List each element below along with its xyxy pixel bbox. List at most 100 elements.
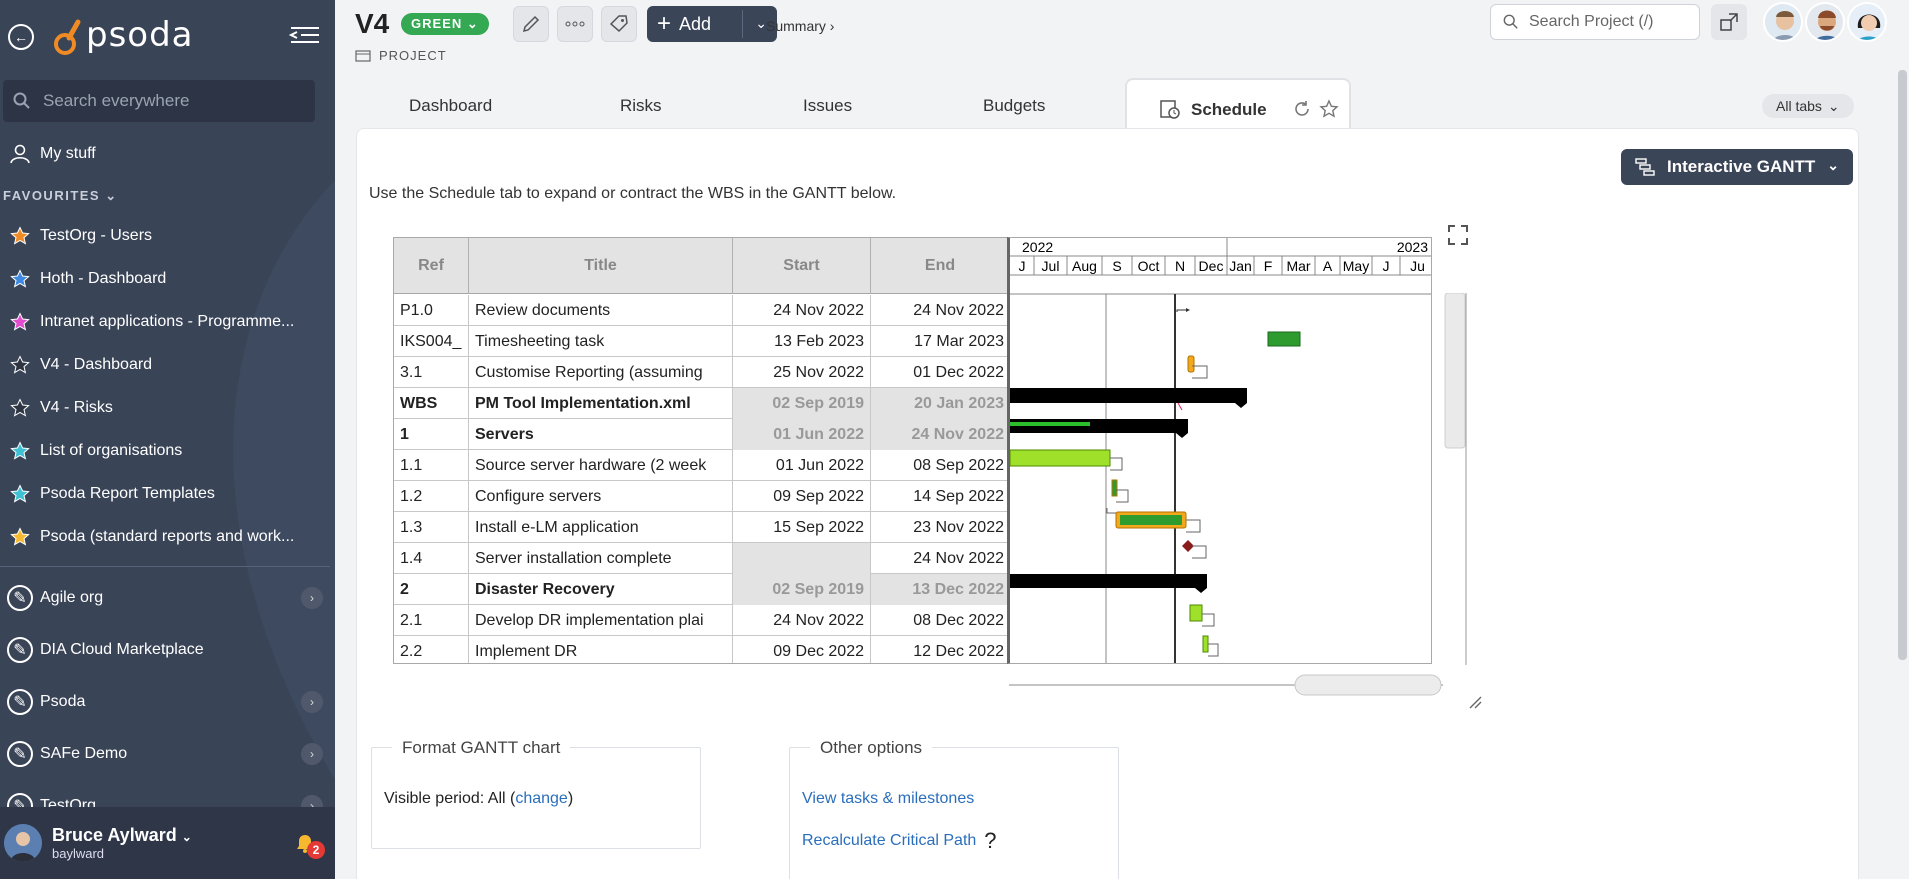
bar-timesheeting (1267, 331, 1301, 347)
view-tasks-milestones-link[interactable]: View tasks & milestones (802, 790, 975, 807)
table-row[interactable]: WBS PM Tool Implementation.xml 02 Sep 2019… (394, 388, 1008, 419)
tag-button[interactable] (601, 6, 637, 42)
organisation-item[interactable]: ✎ DIA Cloud Marketplace (0, 632, 335, 668)
chevron-right-icon[interactable]: › (301, 743, 323, 765)
organisation-item[interactable]: ✎ SAFe Demo › (0, 736, 335, 772)
star-icon (10, 527, 30, 546)
chevron-right-icon[interactable]: › (301, 691, 323, 713)
timeline-month: A (1323, 258, 1333, 274)
tab-schedule[interactable]: Schedule (1125, 78, 1351, 130)
tab-risks[interactable]: Risks (620, 96, 662, 115)
psoda-logo[interactable]: psoda (52, 14, 194, 56)
organisation-item[interactable]: ✎ Psoda › (0, 684, 335, 720)
breadcrumb[interactable]: Summary › (766, 18, 835, 34)
cell-end: 08 Sep 2022 (913, 457, 1004, 474)
cell-start: 02 Sep 2019 (733, 388, 871, 419)
favourite-item[interactable]: Intranet applications - Programme... (0, 304, 335, 340)
column-header-ref[interactable]: Ref (394, 238, 469, 294)
gantt-chart[interactable]: 2022 2023 J Jul Aug S Oct N Dec Jan F Mar A May J Ju (1007, 237, 1432, 664)
change-period-link[interactable]: change (515, 790, 568, 807)
cell-start: 09 Sep 2022 (733, 481, 871, 512)
favourite-item[interactable]: V4 - Risks (0, 390, 335, 426)
table-row[interactable]: IKS004_ Timesheeting task 13 Feb 2023 17 Ma… (394, 326, 1008, 357)
table-row[interactable]: P1.0 Review documents 24 Nov 2022 24 Nov 20… (394, 295, 1008, 326)
table-row[interactable]: 2.1 Develop DR implementation plai 24 Nov … (394, 605, 1008, 636)
column-header-title[interactable]: Title (469, 238, 733, 294)
table-row[interactable]: 3.1 Customise Reporting (assuming 25 Nov 2… (394, 357, 1008, 388)
gantt-icon (1635, 158, 1655, 176)
cell-end: 14 Sep 2022 (913, 488, 1004, 505)
milestone-server-installation (1182, 540, 1194, 552)
timeline-month: Oct (1138, 258, 1160, 274)
table-row[interactable]: 1.4 Server installation complete 24 Nov 20… (394, 543, 1008, 574)
project-icon (355, 49, 371, 62)
table-row[interactable]: 1.1 Source server hardware (2 week 01 Jun … (394, 450, 1008, 481)
status-badge[interactable]: GREEN ⌄ (401, 13, 489, 35)
cell-title: Install e-LM application (469, 512, 733, 543)
help-icon[interactable]: ? (984, 828, 997, 853)
table-row[interactable]: 2 Disaster Recovery 02 Sep 2019 13 Dec 2022 (394, 574, 1008, 605)
all-tabs-dropdown[interactable]: All tabs ⌄ (1762, 94, 1854, 118)
project-search[interactable] (1490, 4, 1700, 40)
user-profile[interactable]: Bruce Aylward ⌄ baylward 2 (0, 807, 335, 879)
gantt-horizontal-scrollbar[interactable] (1009, 673, 1443, 699)
favourite-item[interactable]: V4 - Dashboard (0, 347, 335, 383)
team-avatar-3[interactable] (1847, 2, 1887, 42)
timeline-month: J (1383, 258, 1390, 274)
back-icon[interactable]: ← (8, 24, 34, 50)
gantt-vertical-scrollbar[interactable] (1443, 293, 1467, 665)
page-scrollbar[interactable] (1898, 70, 1907, 660)
more-actions-button[interactable] (557, 6, 593, 42)
add-button[interactable]: + Add ⌄ (647, 6, 777, 42)
other-options-fieldset: Other options View tasks & milestones Re… (789, 738, 1119, 879)
table-row[interactable]: 2.2 Implement DR 09 Dec 2022 12 Dec 2022 (394, 636, 1008, 663)
my-stuff-link[interactable]: My stuff (0, 136, 335, 172)
favourite-item[interactable]: TestOrg - Users (0, 218, 335, 254)
favourites-header[interactable]: FAVOURITES ⌄ (3, 188, 118, 203)
project-search-input[interactable] (1529, 13, 1689, 31)
team-avatar-2[interactable] (1805, 2, 1845, 42)
interactive-gantt-button[interactable]: Interactive GANTT ⌄ (1621, 149, 1853, 185)
tab-dashboard[interactable]: Dashboard (409, 96, 493, 115)
favourite-label: Intranet applications - Programme... (40, 313, 295, 330)
sidebar-search[interactable] (3, 80, 315, 122)
cell-end: 13 Dec 2022 (871, 574, 1008, 605)
chevron-right-icon[interactable]: › (301, 587, 323, 609)
favourite-item[interactable]: List of organisations (0, 433, 335, 469)
table-row[interactable]: 1 Servers 01 Jun 2022 24 Nov 2022 (394, 419, 1008, 450)
table-row[interactable]: 1.2 Configure servers 09 Sep 2022 14 Sep 20… (394, 481, 1008, 512)
star-icon[interactable] (1319, 99, 1339, 119)
tab-budgets[interactable]: Budgets (983, 96, 1046, 115)
column-header-end[interactable]: End (871, 238, 1008, 294)
cell-title: Implement DR (469, 636, 733, 663)
cell-title: Disaster Recovery (469, 574, 733, 605)
cell-ref: IKS004_ (394, 326, 469, 357)
notifications-button[interactable]: 2 (293, 831, 325, 860)
organisation-icon: ✎ (7, 637, 33, 663)
favourite-item[interactable]: Psoda (standard reports and work... (0, 519, 335, 555)
timeline-year: 2023 (1397, 239, 1428, 255)
refresh-icon[interactable] (1293, 100, 1311, 118)
user-icon (10, 144, 30, 164)
fullscreen-icon[interactable] (1447, 224, 1469, 246)
recalculate-critical-path-link[interactable]: Recalculate Critical Path (802, 832, 977, 849)
resize-handle-icon[interactable] (1468, 695, 1482, 709)
user-avatar[interactable] (4, 824, 42, 862)
chevron-down-icon[interactable]: ⌄ (755, 15, 767, 31)
edit-button[interactable] (513, 6, 549, 42)
cell-ref: 3.1 (394, 357, 469, 388)
cell-start: 15 Sep 2022 (733, 512, 871, 543)
tab-issues[interactable]: Issues (803, 96, 853, 115)
cell-title: Develop DR implementation plai (469, 605, 733, 636)
favourite-item[interactable]: Psoda Report Templates (0, 476, 335, 512)
sidebar-search-input[interactable] (43, 91, 303, 111)
organisation-item[interactable]: ✎ Agile org › (0, 580, 335, 616)
expand-button[interactable] (1711, 4, 1747, 40)
table-row[interactable]: 1.3 Install e-LM application 15 Sep 2022 23… (394, 512, 1008, 543)
column-header-start[interactable]: Start (733, 238, 871, 294)
team-avatar-1[interactable] (1763, 2, 1803, 42)
cell-start: 24 Nov 2022 (733, 295, 871, 326)
collapse-sidebar-icon[interactable] (289, 24, 321, 46)
critical-path-row: Recalculate Critical Path ? (802, 828, 997, 854)
favourite-item[interactable]: Hoth - Dashboard (0, 261, 335, 297)
